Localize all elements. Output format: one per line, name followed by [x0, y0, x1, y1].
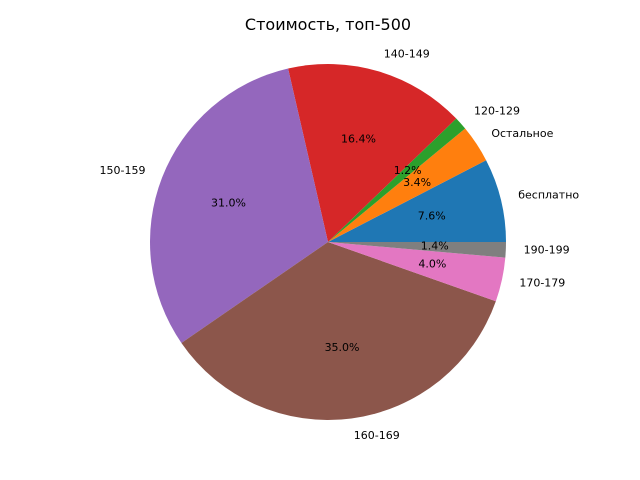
pie-slice-140-149: [288, 63, 457, 242]
pie-slice-бесплатно: [328, 160, 506, 242]
slice-label: 120-129: [474, 105, 520, 118]
slice-label: бесплатно: [518, 189, 579, 202]
chart-title: Стоимость, топ-500: [245, 15, 411, 34]
pie-slice-150-159: [150, 68, 328, 343]
slice-percent-label: 16.4%: [341, 133, 376, 146]
slice-percent-label: 7.6%: [418, 210, 446, 223]
slice-label: 150-159: [100, 164, 146, 177]
pie-slice-120-129: [328, 118, 466, 242]
slice-percent-label: 1.4%: [421, 240, 449, 253]
pie-slice-Остальное: [328, 128, 487, 242]
slice-label: 160-169: [354, 429, 400, 442]
slice-percent-label: 31.0%: [211, 196, 246, 209]
pie-labels: бесплатно 7.6% Остальное 3.4% 120-129 1.2% 140…: [100, 47, 580, 442]
slice-label: Остальное: [491, 127, 553, 140]
slice-percent-label: 3.4%: [403, 176, 431, 189]
slice-label: 170-179: [519, 277, 565, 290]
slice-percent-label: 35.0%: [325, 341, 360, 354]
slice-label: 140-149: [384, 47, 430, 60]
pie-slice-170-179: [328, 242, 506, 302]
slice-percent-label: 1.2%: [394, 164, 422, 177]
slice-percent-label: 4.0%: [418, 258, 446, 271]
pie-slices: [150, 63, 506, 420]
pie-slice-190-199: [328, 242, 506, 258]
pie-slice-160-169: [181, 242, 496, 420]
slice-label: 190-199: [524, 244, 570, 257]
